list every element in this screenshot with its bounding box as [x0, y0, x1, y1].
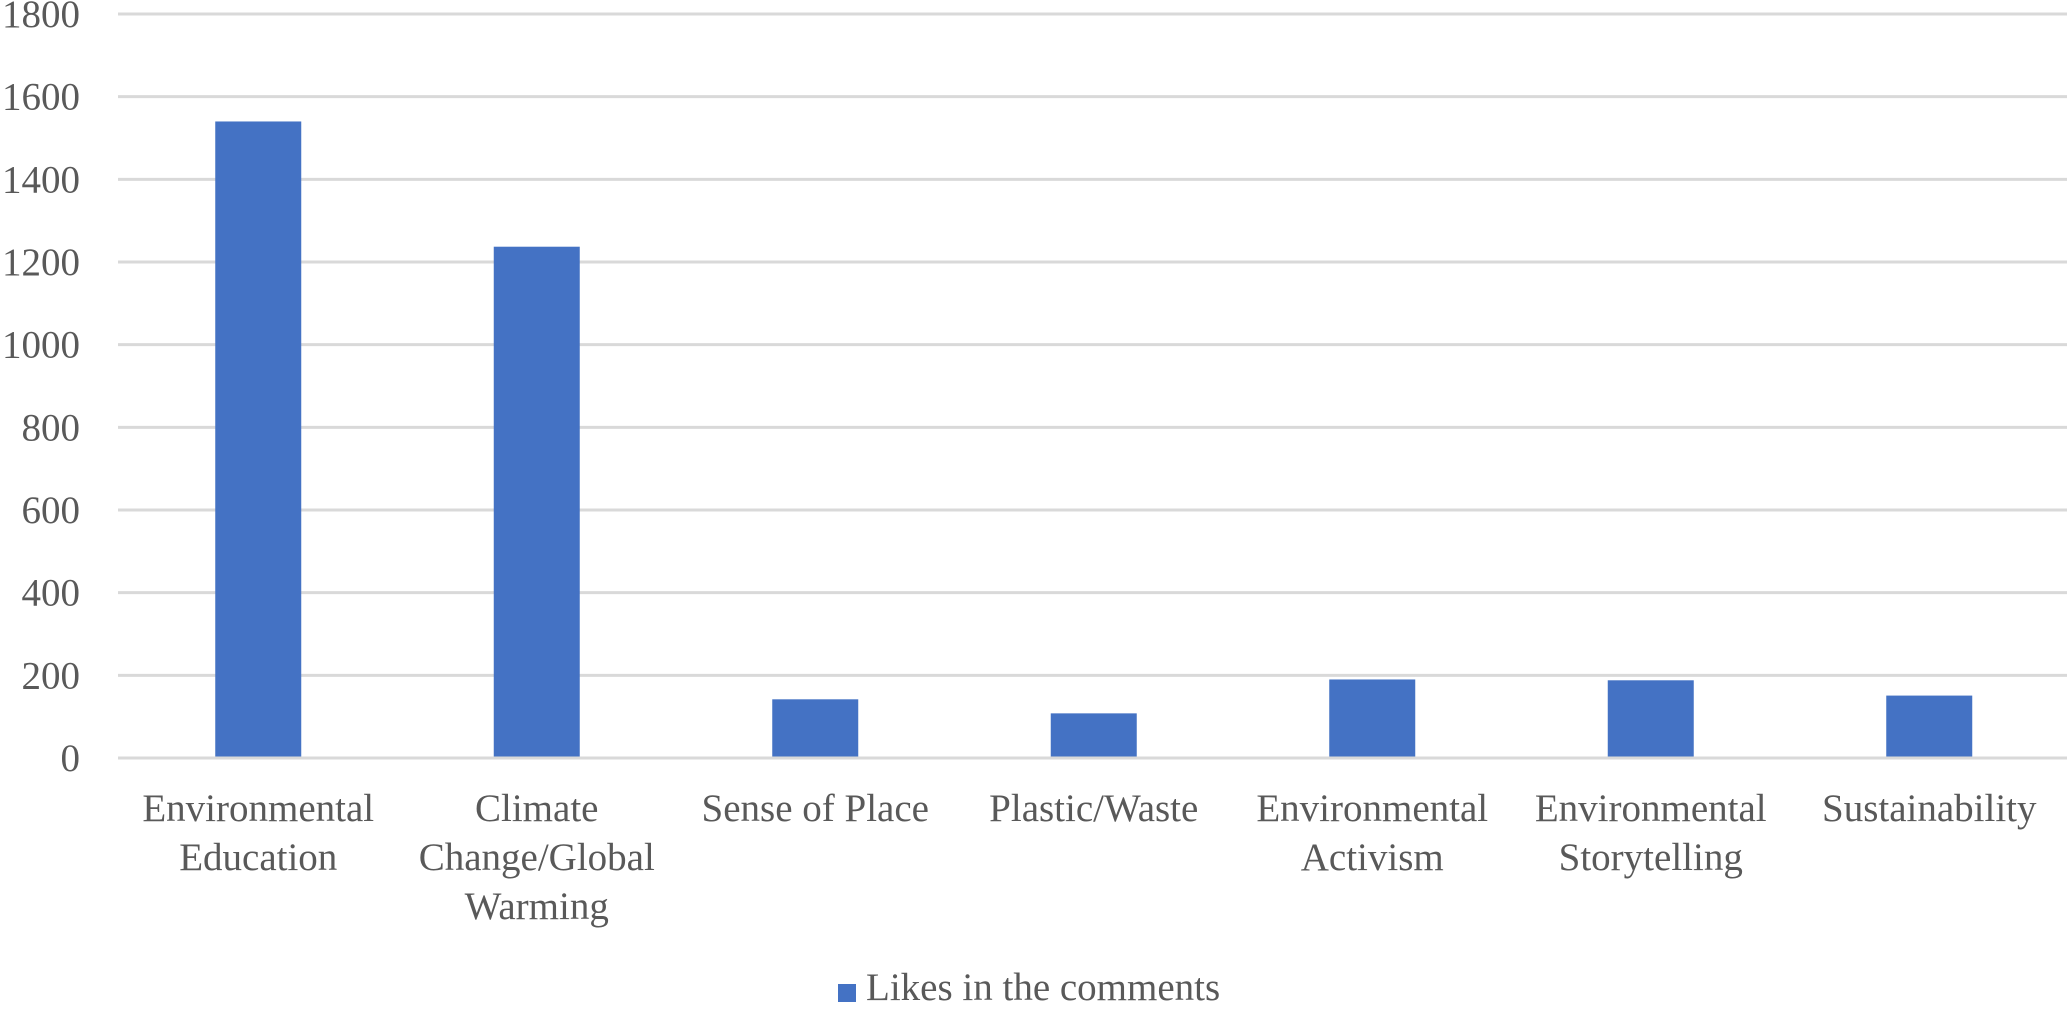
bar: [215, 121, 302, 758]
y-tick-label: 1800: [2, 0, 80, 36]
x-tick-label: Environmental Storytelling: [1535, 787, 1767, 879]
bar: [493, 246, 580, 758]
x-tick-label: Environmental Activism: [1256, 787, 1488, 879]
x-tick-label: Sense of Place: [702, 787, 929, 830]
bar: [1607, 680, 1694, 758]
x-tick-label: Sustainability: [1822, 787, 2037, 830]
x-axis-ticks: Environmental Education Climate Change/Glob…: [142, 787, 2037, 928]
bars: [215, 121, 1973, 758]
bar: [1886, 695, 1973, 758]
y-tick-label: 400: [22, 572, 81, 615]
y-axis-ticks: 0 200 400 600 800 1000 1200 1400 1600 1800: [2, 0, 80, 780]
y-tick-label: 800: [22, 406, 81, 449]
legend-label: Likes in the comments: [866, 966, 1220, 1009]
x-tick-label: Plastic/Waste: [989, 787, 1198, 830]
bar: [1050, 713, 1137, 758]
bar: [1329, 679, 1416, 758]
gridlines: [118, 12, 2067, 677]
legend: Likes in the comments: [838, 966, 1220, 1009]
legend-swatch: [838, 984, 856, 1002]
y-tick-label: 1200: [2, 241, 80, 284]
y-tick-label: 1400: [2, 158, 80, 201]
y-tick-label: 1600: [2, 76, 80, 119]
x-tick-label: Environmental Education: [142, 787, 374, 879]
y-tick-label: 200: [22, 654, 81, 697]
bar: [772, 699, 859, 758]
y-tick-label: 600: [22, 489, 81, 532]
y-tick-label: 0: [61, 737, 81, 780]
x-tick-label: Climate Change/Global Warming: [419, 787, 655, 928]
y-tick-label: 1000: [2, 324, 80, 367]
